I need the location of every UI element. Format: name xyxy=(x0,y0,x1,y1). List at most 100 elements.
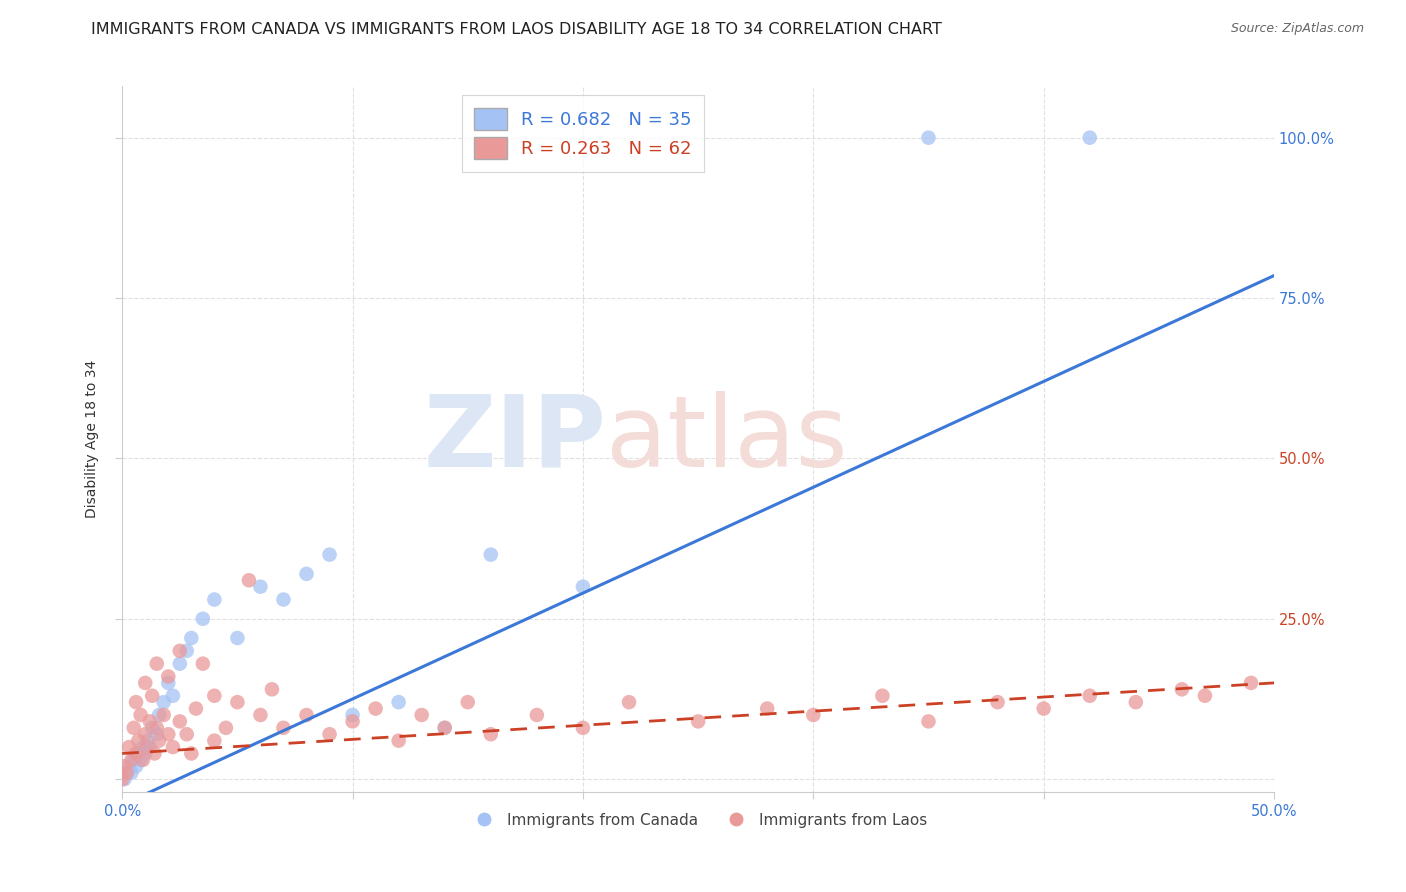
Point xyxy=(148,733,170,747)
Point xyxy=(127,733,149,747)
Point xyxy=(756,701,779,715)
Point xyxy=(364,701,387,715)
Point xyxy=(169,657,191,671)
Point xyxy=(295,566,318,581)
Point xyxy=(157,727,180,741)
Point xyxy=(115,765,138,780)
Point xyxy=(801,708,824,723)
Point xyxy=(152,695,174,709)
Point xyxy=(433,721,456,735)
Point xyxy=(157,676,180,690)
Text: Source: ZipAtlas.com: Source: ZipAtlas.com xyxy=(1230,22,1364,36)
Point xyxy=(152,708,174,723)
Point xyxy=(141,689,163,703)
Point xyxy=(318,548,340,562)
Point xyxy=(176,727,198,741)
Point xyxy=(688,714,710,729)
Text: IMMIGRANTS FROM CANADA VS IMMIGRANTS FROM LAOS DISABILITY AGE 18 TO 34 CORRELATI: IMMIGRANTS FROM CANADA VS IMMIGRANTS FRO… xyxy=(91,22,942,37)
Point xyxy=(146,721,169,735)
Point xyxy=(1032,701,1054,715)
Point xyxy=(342,708,364,723)
Point xyxy=(114,772,136,786)
Point xyxy=(125,747,148,761)
Point xyxy=(202,733,225,747)
Point xyxy=(146,727,169,741)
Text: ZIP: ZIP xyxy=(423,391,606,488)
Point xyxy=(125,759,148,773)
Point xyxy=(295,708,318,723)
Point xyxy=(114,759,136,773)
Point xyxy=(260,682,283,697)
Point xyxy=(139,714,162,729)
Point xyxy=(191,612,214,626)
Point xyxy=(127,747,149,761)
Point xyxy=(148,708,170,723)
Y-axis label: Disability Age 18 to 34: Disability Age 18 to 34 xyxy=(86,360,100,518)
Point xyxy=(411,708,433,723)
Point xyxy=(917,714,939,729)
Point xyxy=(433,721,456,735)
Point xyxy=(141,721,163,735)
Point xyxy=(143,747,166,761)
Point xyxy=(191,657,214,671)
Point xyxy=(388,733,411,747)
Legend: Immigrants from Canada, Immigrants from Laos: Immigrants from Canada, Immigrants from … xyxy=(463,806,934,834)
Point xyxy=(572,721,595,735)
Point xyxy=(479,727,502,741)
Point xyxy=(146,657,169,671)
Point xyxy=(136,733,159,747)
Point xyxy=(872,689,894,703)
Point xyxy=(157,669,180,683)
Point xyxy=(479,548,502,562)
Point xyxy=(139,740,162,755)
Point xyxy=(388,695,411,709)
Point xyxy=(526,708,548,723)
Point xyxy=(273,721,295,735)
Point xyxy=(115,765,138,780)
Point xyxy=(917,130,939,145)
Point xyxy=(132,740,155,755)
Point xyxy=(226,631,249,645)
Point xyxy=(249,708,271,723)
Point xyxy=(1171,682,1194,697)
Point xyxy=(169,644,191,658)
Point xyxy=(134,676,156,690)
Point xyxy=(572,580,595,594)
Point xyxy=(134,747,156,761)
Point xyxy=(111,772,134,786)
Point xyxy=(202,592,225,607)
Point xyxy=(122,721,145,735)
Point xyxy=(1194,689,1216,703)
Point xyxy=(162,740,184,755)
Point xyxy=(273,592,295,607)
Point xyxy=(118,740,141,755)
Point xyxy=(184,701,207,715)
Point xyxy=(118,759,141,773)
Point xyxy=(457,695,479,709)
Point xyxy=(129,708,152,723)
Point xyxy=(1240,676,1263,690)
Point xyxy=(169,714,191,729)
Point xyxy=(238,574,260,588)
Point xyxy=(180,747,202,761)
Text: atlas: atlas xyxy=(606,391,848,488)
Point xyxy=(180,631,202,645)
Point xyxy=(129,753,152,767)
Point xyxy=(132,753,155,767)
Point xyxy=(176,644,198,658)
Point xyxy=(249,580,271,594)
Point xyxy=(120,765,142,780)
Point xyxy=(318,727,340,741)
Point xyxy=(162,689,184,703)
Point xyxy=(1078,689,1101,703)
Point xyxy=(134,727,156,741)
Point xyxy=(125,695,148,709)
Point xyxy=(120,753,142,767)
Point xyxy=(1125,695,1147,709)
Point xyxy=(136,740,159,755)
Point xyxy=(617,695,640,709)
Point xyxy=(215,721,238,735)
Point xyxy=(342,714,364,729)
Point xyxy=(122,753,145,767)
Point xyxy=(987,695,1010,709)
